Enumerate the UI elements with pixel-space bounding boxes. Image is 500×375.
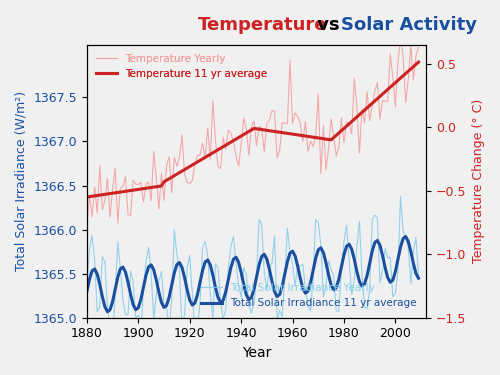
Total Solar Irradiance Yearly bbox=[228, 244, 234, 249]
Line: Total Solar Irradiance 11 yr average: Total Solar Irradiance 11 yr average bbox=[87, 237, 418, 312]
Total Solar Irradiance 11 yr average bbox=[416, 276, 422, 280]
Temperature Yearly bbox=[302, 119, 308, 124]
Temperature 11 yr average bbox=[100, 192, 105, 197]
Line: Total Solar Irradiance Yearly: Total Solar Irradiance Yearly bbox=[87, 196, 418, 340]
Temperature Yearly bbox=[174, 164, 180, 168]
Total Solar Irradiance 11 yr average bbox=[305, 289, 311, 293]
Total Solar Irradiance Yearly bbox=[330, 274, 336, 278]
Total Solar Irradiance 11 yr average bbox=[176, 260, 182, 265]
Temperature 11 yr average bbox=[84, 195, 90, 199]
Text: Temperature: Temperature bbox=[198, 16, 327, 34]
Line: Temperature Yearly: Temperature Yearly bbox=[87, 38, 418, 226]
Text: vs: vs bbox=[311, 16, 346, 34]
Temperature Yearly bbox=[328, 117, 334, 122]
Total Solar Irradiance 11 yr average bbox=[330, 288, 336, 292]
Temperature Yearly bbox=[256, 124, 262, 129]
Temperature Yearly bbox=[226, 128, 232, 132]
Line: Temperature 11 yr average: Temperature 11 yr average bbox=[87, 62, 418, 197]
Total Solar Irradiance 11 yr average bbox=[228, 266, 234, 270]
Temperature 11 yr average bbox=[387, 85, 393, 90]
Total Solar Irradiance Yearly bbox=[110, 338, 116, 342]
Temperature 11 yr average bbox=[364, 106, 370, 110]
Total Solar Irradiance 11 yr average bbox=[258, 254, 264, 259]
Total Solar Irradiance Yearly bbox=[84, 282, 90, 287]
Temperature Yearly bbox=[84, 224, 90, 229]
X-axis label: Year: Year bbox=[242, 346, 271, 360]
Legend: Temperature Yearly, Temperature 11 yr average: Temperature Yearly, Temperature 11 yr av… bbox=[92, 50, 272, 83]
Temperature Yearly bbox=[416, 45, 422, 50]
Total Solar Irradiance Yearly bbox=[176, 267, 182, 272]
Text: Solar Activity: Solar Activity bbox=[342, 16, 477, 34]
Temperature 11 yr average bbox=[320, 136, 326, 141]
Y-axis label: Temperature Change (° C): Temperature Change (° C) bbox=[472, 99, 485, 263]
Total Solar Irradiance Yearly bbox=[416, 273, 422, 277]
Temperature Yearly bbox=[344, 120, 349, 124]
Total Solar Irradiance 11 yr average bbox=[104, 309, 110, 314]
Temperature 11 yr average bbox=[416, 60, 422, 64]
Total Solar Irradiance 11 yr average bbox=[402, 234, 408, 239]
Temperature Yearly bbox=[398, 35, 404, 40]
Legend: Total Solar Irradiance Yearly, Total Solar Irradiance 11 yr average: Total Solar Irradiance Yearly, Total Sol… bbox=[197, 279, 421, 312]
Temperature 11 yr average bbox=[374, 96, 380, 101]
Y-axis label: Total Solar Irradiance (W/m²): Total Solar Irradiance (W/m²) bbox=[15, 91, 28, 271]
Total Solar Irradiance 11 yr average bbox=[84, 289, 90, 294]
Total Solar Irradiance Yearly bbox=[305, 303, 311, 308]
Total Solar Irradiance Yearly bbox=[346, 256, 352, 261]
Total Solar Irradiance Yearly bbox=[398, 194, 404, 199]
Total Solar Irradiance 11 yr average bbox=[346, 242, 352, 246]
Temperature 11 yr average bbox=[264, 128, 270, 133]
Total Solar Irradiance Yearly bbox=[258, 223, 264, 227]
